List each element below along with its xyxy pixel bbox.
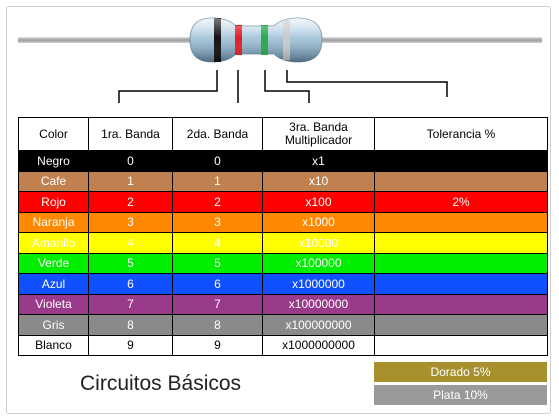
body-shading: [190, 18, 322, 62]
band-1-cell: 9: [88, 334, 173, 356]
multiplier-cell: x1000000000: [262, 334, 375, 356]
multiplier-cell: x10: [262, 170, 375, 192]
header-band-2: 2da. Banda: [172, 117, 263, 151]
band-2-cell: 9: [172, 334, 263, 356]
multiplier-cell: x100000: [262, 252, 375, 274]
color-cell: Gris: [18, 314, 89, 336]
tolerance-cell: [374, 273, 548, 295]
connector-band-3: [264, 70, 310, 103]
band-1-cell: 4: [88, 232, 173, 254]
table-row: Amarillo 4 4 x10000: [18, 232, 548, 254]
header-tolerance: Tolerancia %: [374, 117, 548, 151]
header-band-1: 1ra. Banda: [88, 117, 173, 151]
header-color: Color: [18, 117, 89, 151]
multiplier-cell: x1000000: [262, 273, 375, 295]
band-2-cell: 6: [172, 273, 263, 295]
band-1-cell: 1: [88, 170, 173, 192]
header-band-3-subtitle: Multiplicador: [284, 133, 353, 147]
band-2-cell: 8: [172, 314, 263, 336]
color-cell: Amarillo: [18, 232, 89, 254]
band-2-cell: 4: [172, 232, 263, 254]
band-1-cell: 8: [88, 314, 173, 336]
table-row: Blanco 9 9 x1000000000: [18, 334, 548, 356]
band-2-cell: 2: [172, 191, 263, 213]
multiplier-cell: x100: [262, 191, 375, 213]
tolerance-cell: [374, 252, 548, 274]
header-band-3: 3ra. Banda Multiplicador: [262, 117, 375, 151]
color-cell: Verde: [18, 252, 89, 274]
connector-band-1: [118, 70, 218, 103]
tolerance-cell: [374, 232, 548, 254]
tolerance-gold-box: Dorado 5%: [374, 362, 547, 382]
multiplier-cell: x10000: [262, 232, 375, 254]
tolerance-silver-box: Plata 10%: [374, 385, 547, 405]
table-row: Cafe 1 1 x10: [18, 170, 548, 192]
resistor-color-code-table: Color 1ra. Banda 2da. Banda 3ra. Banda M…: [18, 117, 548, 356]
color-cell: Violeta: [18, 293, 89, 315]
color-cell: Rojo: [18, 191, 89, 213]
band-2-cell: 7: [172, 293, 263, 315]
table-row: Naranja 3 3 x1000: [18, 211, 548, 233]
tolerance-cell: [374, 170, 548, 192]
band-1-cell: 0: [88, 150, 173, 172]
table-row: Rojo 2 2 x100 2%: [18, 191, 548, 213]
band-2-cell: 5: [172, 252, 263, 274]
band-1-cell: 6: [88, 273, 173, 295]
color-cell: Blanco: [18, 334, 89, 356]
color-cell: Azul: [18, 273, 89, 295]
band-2-cell: 3: [172, 211, 263, 233]
table-row: Negro 0 0 x1: [18, 150, 548, 172]
band-1-cell: 2: [88, 191, 173, 213]
color-cell: Cafe: [18, 170, 89, 192]
tolerance-cell: [374, 150, 548, 172]
band-1-cell: 3: [88, 211, 173, 233]
multiplier-cell: x100000000: [262, 314, 375, 336]
table-row: Gris 8 8 x100000000: [18, 314, 548, 336]
tolerance-cell: [374, 314, 548, 336]
multiplier-cell: x1: [262, 150, 375, 172]
band-2-cell: 0: [172, 150, 263, 172]
band-2-cell: 1: [172, 170, 263, 192]
figure-frame: [6, 6, 551, 414]
table-row: Verde 5 5 x100000: [18, 252, 548, 274]
table-row: Violeta 7 7 x10000000: [18, 293, 548, 315]
tolerance-cell: [374, 334, 548, 356]
footer-title: Circuitos Básicos: [80, 372, 242, 395]
table-row: Azul 6 6 x1000000: [18, 273, 548, 295]
color-cell: Naranja: [18, 211, 89, 233]
multiplier-cell: x10000000: [262, 293, 375, 315]
header-band-3-title: 3ra. Banda: [289, 120, 348, 134]
tolerance-cell: [374, 211, 548, 233]
band-1-cell: 5: [88, 252, 173, 274]
color-cell: Negro: [18, 150, 89, 172]
connector-band-4: [286, 70, 448, 97]
table-header-row: Color 1ra. Banda 2da. Banda 3ra. Banda M…: [18, 117, 548, 151]
band-1-cell: 7: [88, 293, 173, 315]
tolerance-cell: [374, 293, 548, 315]
multiplier-cell: x1000: [262, 211, 375, 233]
tolerance-cell: 2%: [374, 191, 548, 213]
